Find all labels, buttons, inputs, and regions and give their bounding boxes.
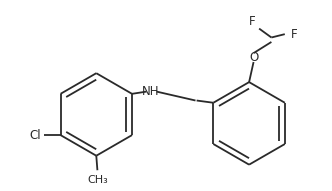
Text: O: O xyxy=(249,51,258,64)
Text: CH₃: CH₃ xyxy=(87,175,108,185)
Text: F: F xyxy=(290,28,297,41)
Text: F: F xyxy=(249,15,256,28)
Text: NH: NH xyxy=(142,85,160,98)
Text: Cl: Cl xyxy=(29,129,41,142)
